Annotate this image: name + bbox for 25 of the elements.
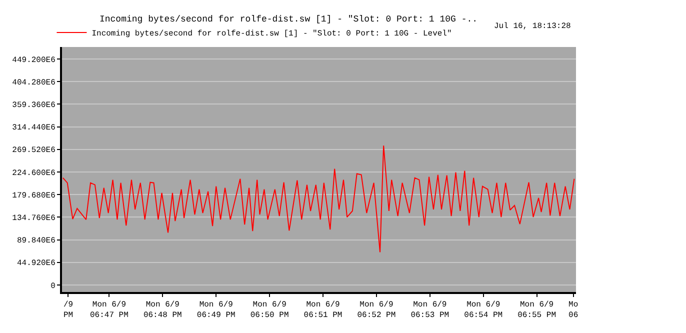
x-tick-label: Mon 6/9 06:53 PM [410,300,450,320]
y-tick-label: 44.920E6 [16,259,56,268]
y-tick-label: 134.760E6 [12,214,56,223]
y-tick-label: 314.440E6 [12,124,56,133]
x-tick-label: Mo 06 [568,300,578,320]
chart-title: Incoming bytes/second for rolfe-dist.sw [1] - "Slot: 0 Port: 1 10G -.. [99,14,478,24]
x-tick-label: Mon 6/9 06:51 PM [304,300,342,320]
y-tick-label: 224.600E6 [12,168,56,178]
legend-label: Incoming bytes/second for rolfe-dist.sw [1] - "Slot: 0 Port: 1 10G - Level" [92,30,452,39]
x-tick-label: Mon 6/9 06:50 PM [250,300,289,320]
x-tick-label: Mon 6/9 06:49 PM [196,300,236,320]
x-tick-label: Mon 6/9 06:54 PM [464,300,503,320]
x-tick-label: Mon 6/9 06:48 PM [143,300,182,320]
y-tick-label: 269.520E6 [12,146,56,156]
y-tick-label: 404.280E6 [12,78,56,88]
x-tick-label: Mon 6/9 06:52 PM [357,300,396,320]
x-tick-label: /9 PM [63,300,74,320]
y-tick-label: 89.840E6 [16,236,56,246]
y-tick-label: 449.200E6 [12,56,56,65]
y-tick-label: 0 [50,282,56,291]
y-tick-label: 179.680E6 [12,191,56,200]
chart-subtitle: Jul 16, 18:13:28 [494,22,572,31]
y-tick-label: 359.360E6 [12,100,56,110]
x-tick-label: Mon 6/9 06:47 PM [90,300,129,320]
x-tick-label: Mon 6/9 06:55 PM [518,300,556,320]
